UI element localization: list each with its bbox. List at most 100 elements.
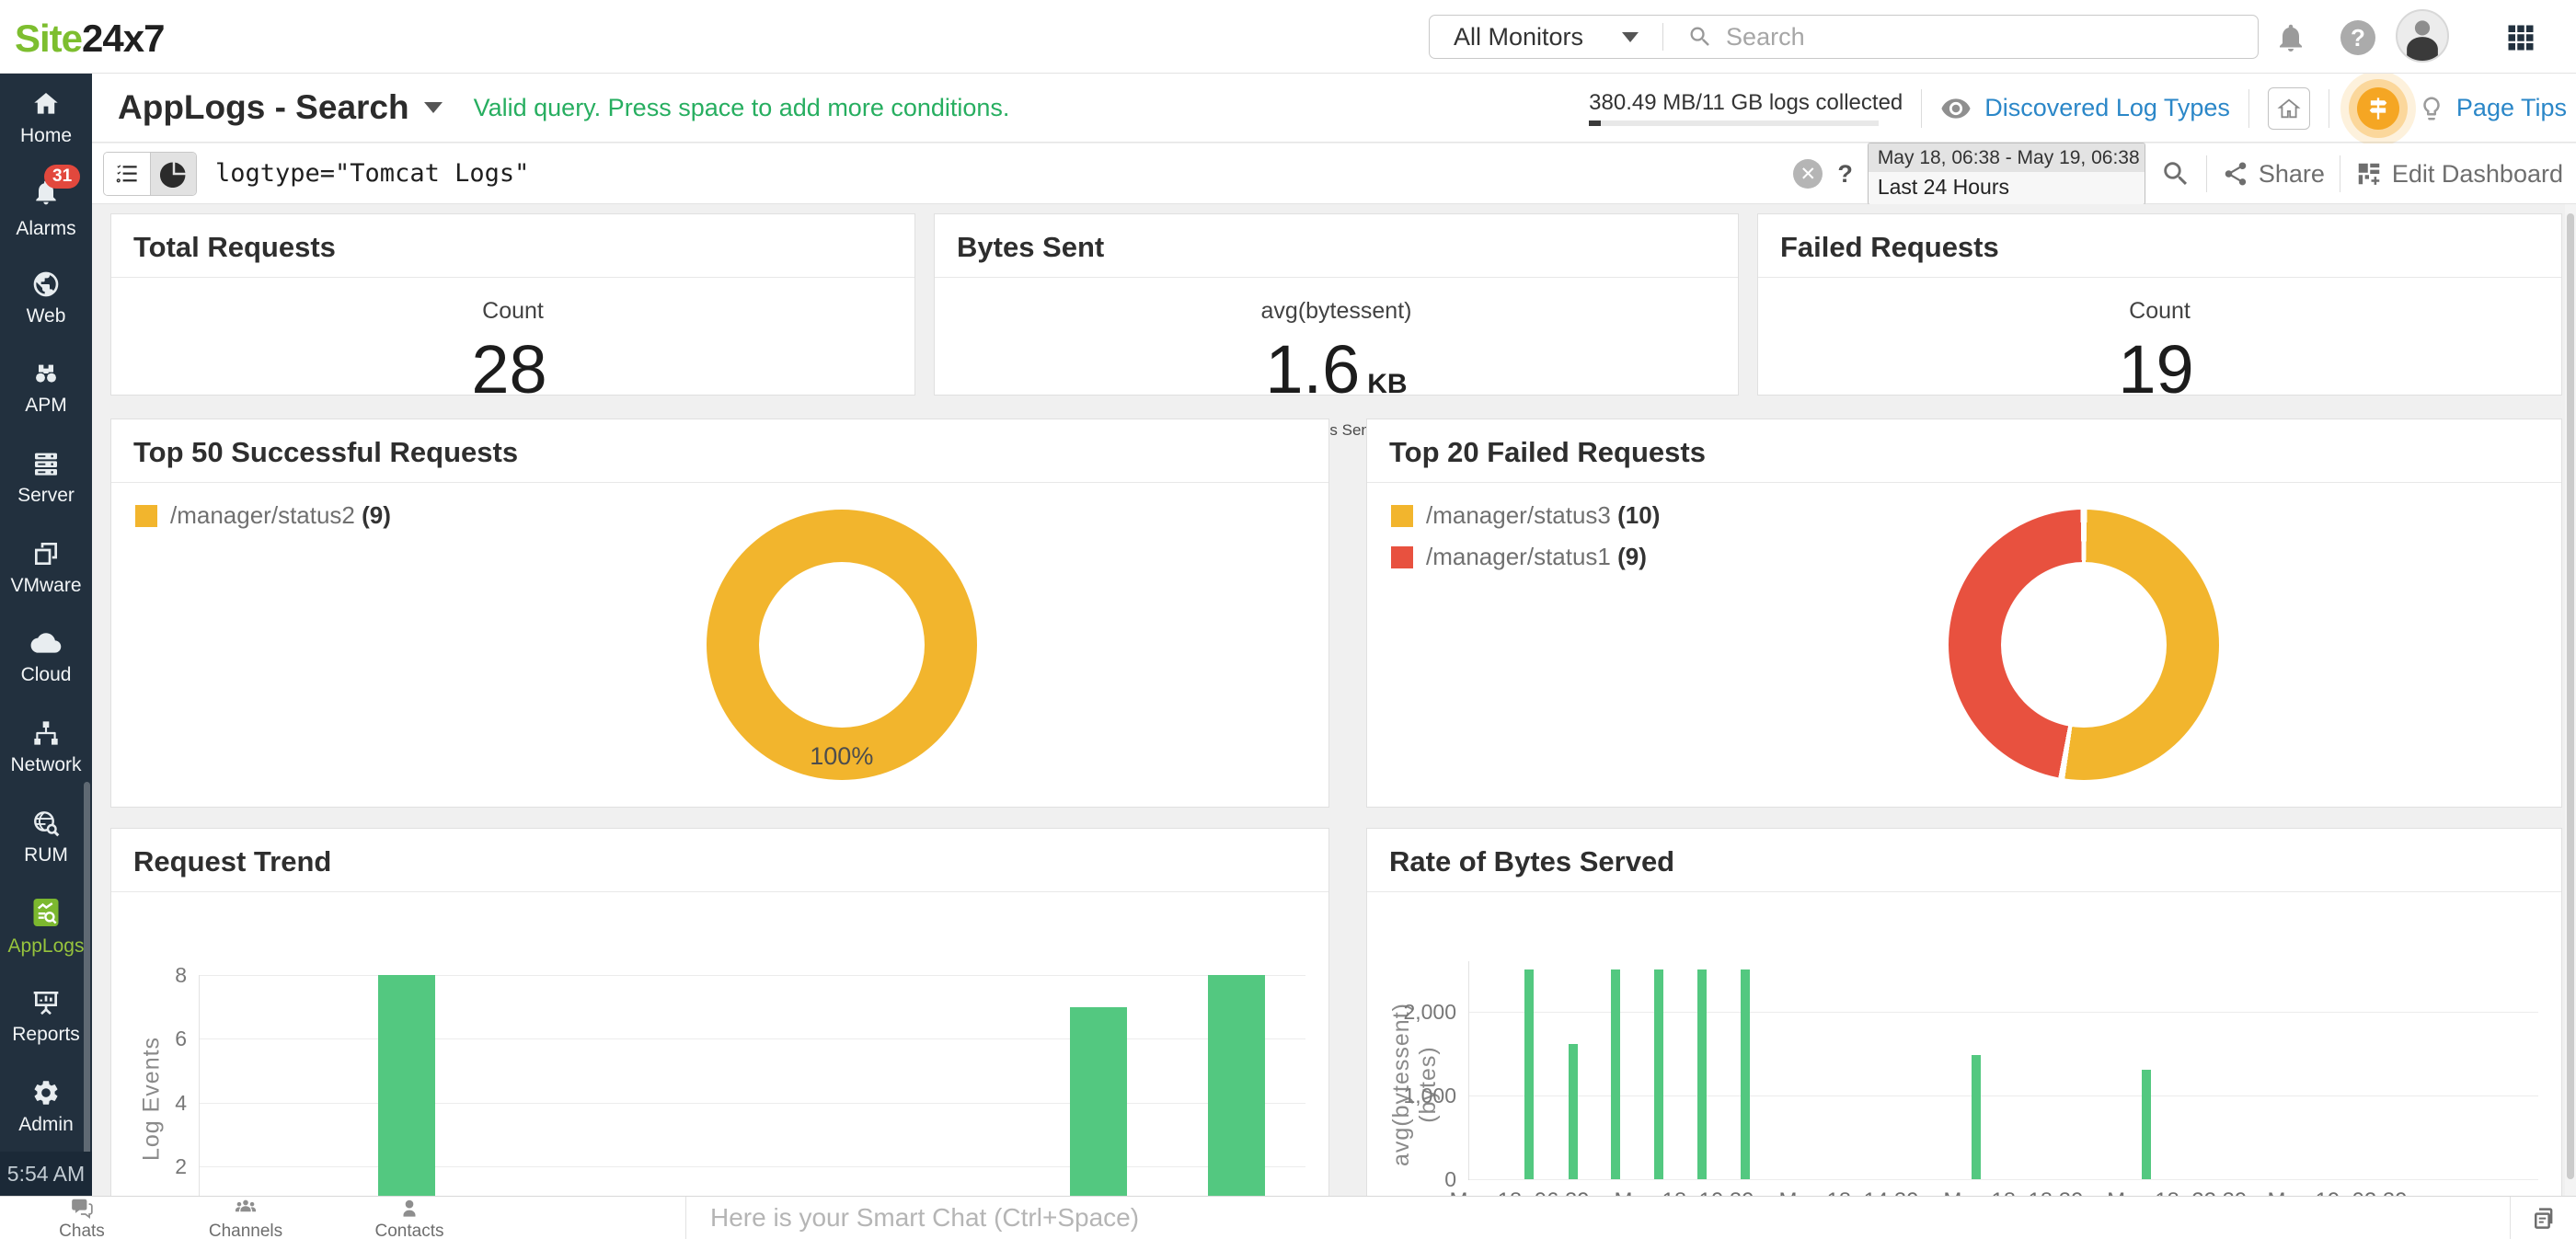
sidebar-item-cloud[interactable]: Cloud [0, 613, 92, 703]
card-title: Bytes Sent [957, 231, 1105, 263]
notification-bell-icon[interactable] [2274, 21, 2307, 54]
metric-unit: KB [1367, 369, 1408, 399]
legend-item[interactable]: /manager/status1 (9) [1391, 543, 2537, 571]
edit-dashboard-icon[interactable] [2355, 160, 2383, 188]
chart-view-button[interactable] [150, 152, 196, 195]
chart-bar[interactable] [1568, 1043, 1578, 1179]
top-failed-requests-card: Top 20 Failed Requests /manager/status3 … [1366, 419, 2562, 808]
channels-icon [235, 1199, 257, 1211]
bulb-icon[interactable] [2418, 95, 2445, 122]
home-outline-icon [2277, 98, 2301, 118]
stacked-docs-icon [2534, 1208, 2552, 1229]
chat-tabs: Chats Channels Contacts [0, 1197, 685, 1239]
legend-swatch-icon [1391, 504, 1413, 527]
legend-item[interactable]: /manager/status3 (10) [1391, 501, 2537, 530]
donut-percentage-label: 100% [810, 742, 874, 770]
page-title-caret-icon[interactable] [423, 102, 443, 113]
scrollbar-thumb[interactable] [2567, 213, 2574, 1179]
date-range-picker[interactable]: May 18, 06:38 - May 19, 06:38 Last 24 Ho… [1867, 143, 2145, 205]
sidebar-item-alarms[interactable]: 31 Alarms [0, 164, 92, 254]
discovered-log-types-link[interactable]: Discovered Log Types [1984, 94, 2230, 121]
page-header: AppLogs - Search Valid query. Press spac… [92, 74, 2576, 143]
chart-bar[interactable] [1524, 969, 1535, 1179]
log-usage-progressbar [1589, 120, 1880, 126]
sidebar-item-rum[interactable]: RUM [0, 792, 92, 882]
page-tips-link[interactable]: Page Tips [2455, 94, 2567, 121]
top-bar: Site24x7 All Monitors ? [0, 0, 2576, 74]
metric-label: avg(bytessent) [1260, 298, 1412, 324]
content-scrollbar[interactable] [2565, 204, 2576, 1196]
help-icon[interactable]: ? [2340, 20, 2375, 55]
chart-bar[interactable] [1653, 969, 1663, 1179]
chart-bar[interactable] [1611, 969, 1621, 1179]
chat-tab-chats[interactable]: Chats [0, 1195, 164, 1239]
admin-gear-icon [34, 1080, 58, 1105]
site24x7-logo[interactable]: Site24x7 [15, 17, 165, 61]
edit-dashboard-button[interactable]: Edit Dashboard [2391, 159, 2563, 188]
divider [1367, 482, 2561, 483]
gridline [1469, 1011, 2538, 1013]
legend-item[interactable]: /manager/status2 (9) [135, 501, 1305, 530]
y-tick-label: 0 [1444, 1167, 1456, 1191]
request-trend-card: Request Trend Log Events 0246818 May 21 … [110, 828, 1329, 1196]
sidebar-item-web[interactable]: Web [0, 253, 92, 343]
divider [2205, 155, 2207, 192]
sidebar-item-admin[interactable]: Admin [0, 1061, 92, 1152]
divider [1921, 88, 1923, 128]
page-title[interactable]: AppLogs - Search [118, 88, 409, 126]
query-input[interactable]: logtype="Tomcat Logs" [215, 159, 530, 188]
divider [111, 891, 1328, 892]
dashboard-home-button[interactable] [2267, 86, 2310, 130]
sidebar-item-home[interactable]: Home [0, 74, 92, 164]
chart-bar[interactable] [2141, 1069, 2151, 1179]
chart-bar[interactable] [1697, 969, 1708, 1179]
failed-requests-card: Failed Requests Count 19 Failed Requests [1757, 213, 2562, 439]
monitor-filter-select[interactable]: All Monitors [1454, 22, 1584, 51]
apps-grid-icon[interactable] [2504, 21, 2537, 54]
divider [935, 277, 1738, 278]
sidebar-item-network[interactable]: Network [0, 703, 92, 793]
query-valid-hint: Valid query. Press space to add more con… [473, 93, 1010, 121]
y-tick-label: 2,000 [1403, 999, 1456, 1024]
successful-requests-donut[interactable]: 100% [706, 510, 977, 780]
clear-query-icon[interactable]: ✕ [1793, 159, 1823, 189]
legend-count: (9) [354, 501, 391, 529]
sidebar-item-apm[interactable]: APM [0, 343, 92, 433]
run-search-icon[interactable] [2160, 158, 2191, 189]
chart-bar[interactable] [1069, 1006, 1127, 1196]
cloud-icon [30, 633, 62, 654]
sidebar-scrollbar[interactable] [84, 782, 90, 1196]
user-avatar[interactable] [2396, 9, 2449, 63]
search-input[interactable] [1724, 21, 2258, 52]
sidebar-item-reports[interactable]: Reports [0, 972, 92, 1062]
share-button[interactable]: Share [2258, 159, 2325, 188]
card-title: Top 50 Successful Requests [133, 436, 519, 468]
divider [1662, 23, 1664, 51]
eye-icon[interactable] [1940, 93, 1972, 124]
query-bar-actions: ✕ ? May 18, 06:38 - May 19, 06:38 Last 2… [1793, 143, 2563, 205]
chat-tab-contacts[interactable]: Contacts [328, 1195, 491, 1239]
chart-bar[interactable] [378, 975, 436, 1196]
chart-bar[interactable] [1207, 975, 1265, 1196]
signpost-glyph [2369, 97, 2387, 120]
sidebar-item-applogs[interactable]: AppLogs [0, 882, 92, 972]
chart-bar[interactable] [1971, 1055, 1981, 1179]
smart-chat-input[interactable] [686, 1202, 2510, 1233]
x-tick-label: May 18, 10:39 [1614, 1188, 1754, 1196]
divider [1367, 891, 2561, 892]
list-view-button[interactable] [104, 152, 150, 195]
gridline [200, 1165, 1305, 1167]
failed-requests-donut[interactable] [1948, 510, 2219, 780]
sidebar-item-vmware[interactable]: VMware [0, 522, 92, 613]
chart-bar[interactable] [1740, 969, 1750, 1179]
network-icon [34, 721, 58, 745]
chat-tab-channels[interactable]: Channels [164, 1195, 328, 1239]
chat-notes-button[interactable] [2510, 1197, 2576, 1239]
page-tips-signpost-icon[interactable] [2356, 86, 2399, 130]
query-help-icon[interactable]: ? [1837, 159, 1853, 188]
share-icon[interactable] [2222, 160, 2249, 188]
pie-chart-icon [159, 162, 185, 188]
chevron-down-icon[interactable] [1622, 31, 1639, 42]
sidebar-item-server[interactable]: Server [0, 433, 92, 523]
chart-legend: /manager/status3 (10) /manager/status1 (9… [1367, 501, 2561, 571]
